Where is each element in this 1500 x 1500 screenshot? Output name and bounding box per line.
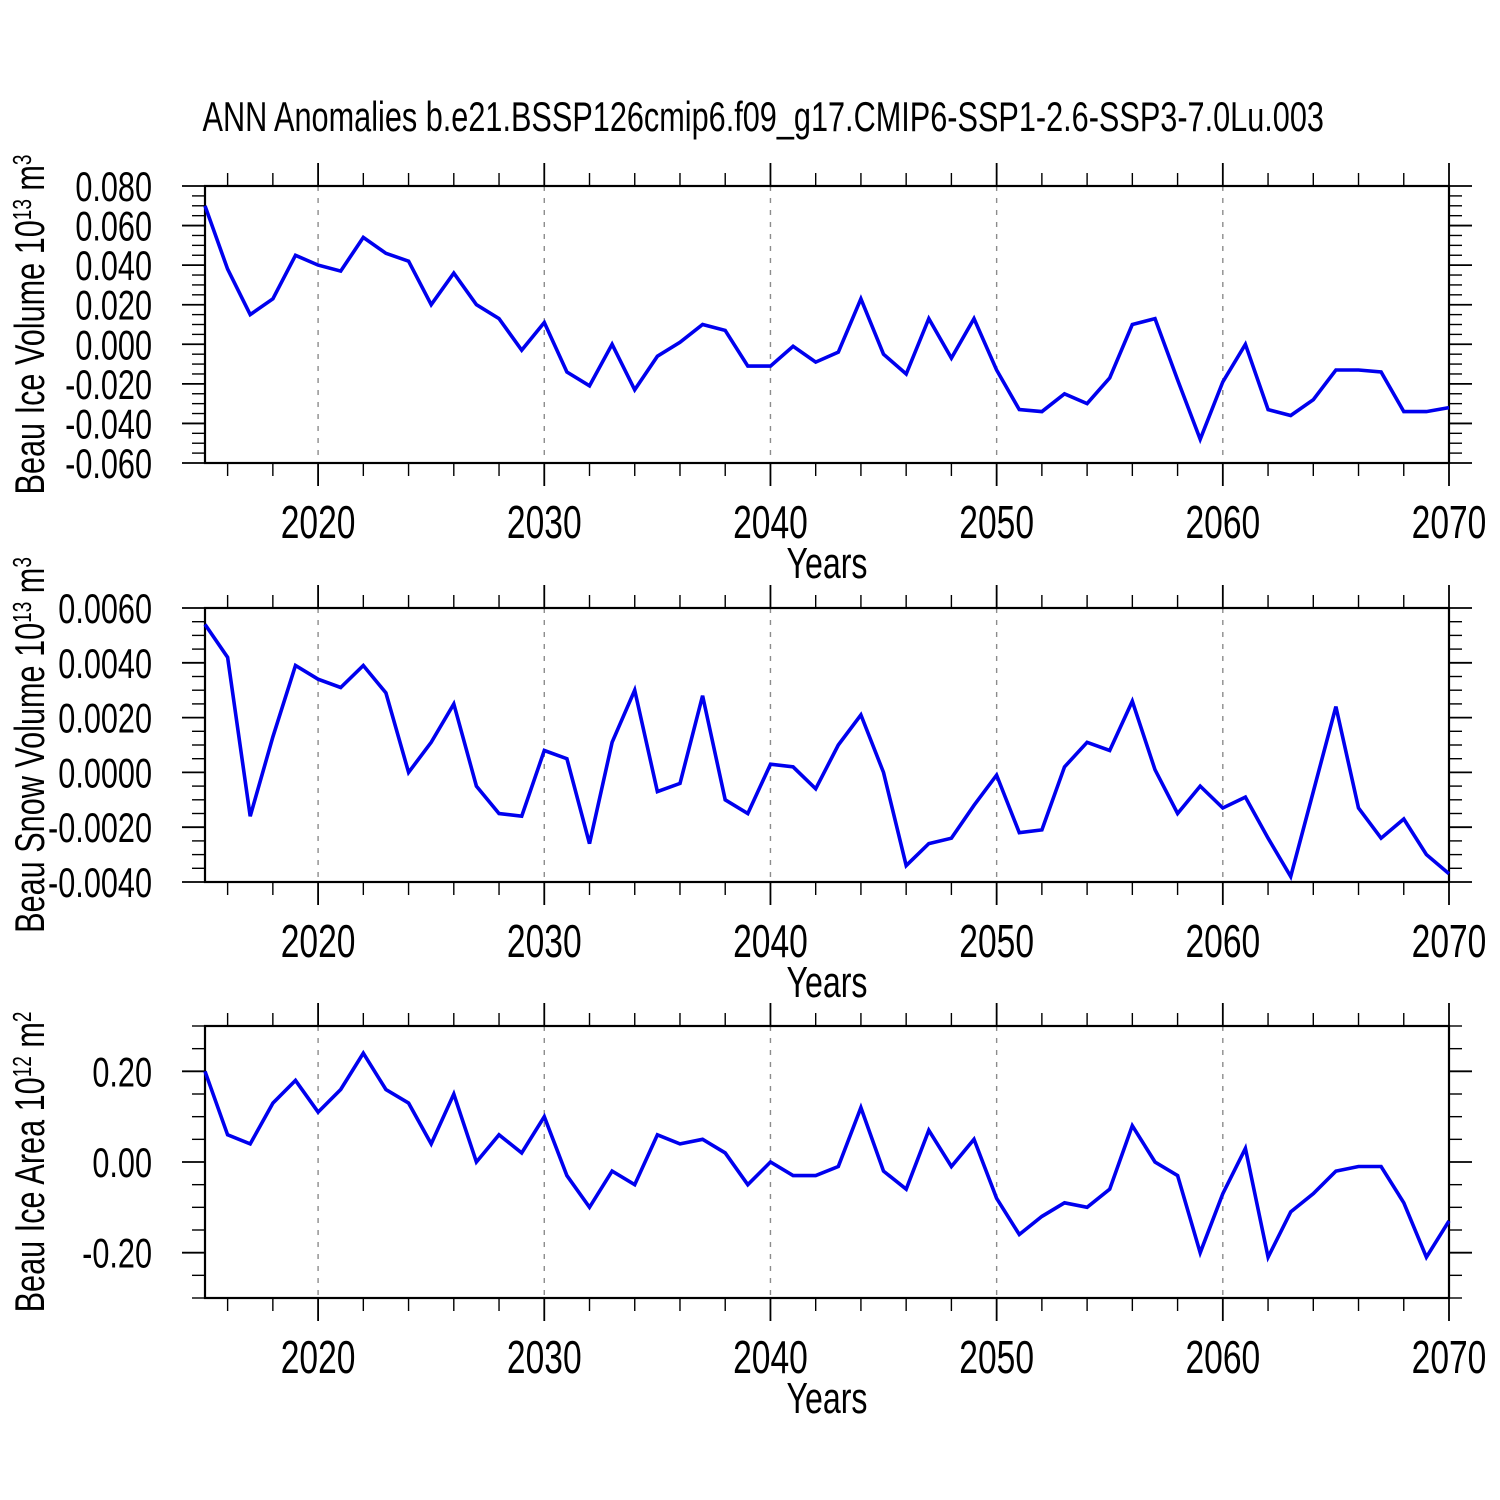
svg-text:0.0040: 0.0040 (58, 640, 152, 687)
svg-text:0.040: 0.040 (75, 242, 152, 289)
y-tick-label: 0.020 (75, 282, 152, 329)
svg-text:0.0060: 0.0060 (58, 585, 152, 632)
y-tick-label: 0.0060 (58, 585, 152, 632)
y-tick-label: -0.0020 (48, 805, 152, 852)
y-tick-label: 0.0040 (58, 640, 152, 687)
svg-text:0.020: 0.020 (75, 282, 152, 329)
plot-frame (203, 1024, 1451, 1300)
svg-text:2050: 2050 (959, 1332, 1034, 1383)
svg-text:2050: 2050 (959, 497, 1034, 548)
svg-text:-0.0040: -0.0040 (48, 859, 152, 906)
x-tick-label: 2050 (959, 916, 1034, 967)
x-tick-label: 2040 (733, 1332, 808, 1383)
svg-text:0.060: 0.060 (75, 203, 152, 250)
y-axis-title: Beau Ice Area 1012 m2 (6, 1012, 53, 1313)
svg-text:-0.0020: -0.0020 (48, 805, 152, 852)
svg-text:Years: Years (787, 958, 868, 1007)
svg-text:2020: 2020 (281, 1332, 356, 1383)
y-tick-label: 0.000 (75, 322, 152, 369)
y-tick-label: 0.060 (75, 203, 152, 250)
y-tick-label: -0.20 (82, 1230, 152, 1277)
svg-text:0.0000: 0.0000 (58, 750, 152, 797)
x-tick-label: 2030 (507, 497, 582, 548)
x-axis-title: Years (787, 1374, 868, 1423)
svg-text:2050: 2050 (959, 916, 1034, 967)
x-axis-title: Years (787, 958, 868, 1007)
y-tick-label: -0.060 (65, 440, 152, 487)
y-axis-title: Beau Ice Volume 1013 m3 (6, 155, 53, 495)
chart-title: ANN Anomalies b.e21.BSSP126cmip6.f09_g17… (202, 93, 1324, 140)
svg-text:2040: 2040 (733, 916, 808, 967)
svg-text:0.080: 0.080 (75, 163, 152, 210)
svg-text:2030: 2030 (507, 1332, 582, 1383)
y-tick-label: 0.20 (92, 1049, 152, 1096)
y-tick-label: 0.00 (92, 1139, 152, 1186)
svg-text:Beau Ice Volume 1013 m3: Beau Ice Volume 1013 m3 (6, 155, 53, 495)
svg-text:Beau Snow Volume 1013 m3: Beau Snow Volume 1013 m3 (6, 557, 53, 933)
x-tick-label: 2050 (959, 497, 1034, 548)
svg-text:-0.20: -0.20 (82, 1230, 152, 1277)
x-tick-label: 2070 (1412, 916, 1487, 967)
x-tick-label: 2020 (281, 1332, 356, 1383)
svg-text:Years: Years (787, 1374, 868, 1423)
svg-text:2070: 2070 (1412, 1332, 1487, 1383)
y-tick-label: 0.080 (75, 163, 152, 210)
x-tick-label: 2060 (1185, 497, 1260, 548)
panel-1: 0.0060 0.0040 0.0020 0.0000 -0.0020 -0.0040 20… (6, 557, 1486, 1007)
plot-frame (203, 184, 1451, 465)
x-tick-label: 2070 (1412, 1332, 1487, 1383)
svg-text:0.0020: 0.0020 (58, 695, 152, 742)
svg-text:2070: 2070 (1412, 916, 1487, 967)
y-tick-label: 0.0000 (58, 750, 152, 797)
y-tick-label: -0.020 (65, 361, 152, 408)
svg-text:0.20: 0.20 (92, 1049, 152, 1096)
svg-text:2030: 2030 (507, 497, 582, 548)
svg-text:2060: 2060 (1185, 916, 1260, 967)
y-tick-label: 0.0020 (58, 695, 152, 742)
svg-text:2060: 2060 (1185, 497, 1260, 548)
svg-text:-0.040: -0.040 (65, 401, 152, 448)
svg-text:Years: Years (787, 539, 868, 588)
panel-2: 0.20 0.00 -0.20 2020 2030 2040 2050 2060 2070 Yea… (6, 1003, 1486, 1423)
data-line-1 (203, 623, 1451, 882)
y-tick-label: -0.0040 (48, 859, 152, 906)
svg-text:-0.060: -0.060 (65, 440, 152, 487)
svg-text:2040: 2040 (733, 1332, 808, 1383)
svg-text:-0.020: -0.020 (65, 361, 152, 408)
x-axis-title: Years (787, 539, 868, 588)
plot-frame (203, 606, 1451, 884)
svg-text:0.000: 0.000 (75, 322, 152, 369)
panel-0: 0.0800.0600.0400.0200.000-0.020-0.040-0.… (6, 155, 1486, 589)
x-tick-label: 2020 (281, 497, 356, 548)
y-axis-title: Beau Snow Volume 1013 m3 (6, 557, 53, 933)
x-tick-label: 2040 (733, 916, 808, 967)
svg-text:2020: 2020 (281, 916, 356, 967)
svg-text:2020: 2020 (281, 497, 356, 548)
svg-text:2040: 2040 (733, 497, 808, 548)
x-tick-label: 2030 (507, 916, 582, 967)
svg-text:Beau Ice Area 1012 m2: Beau Ice Area 1012 m2 (6, 1012, 53, 1313)
y-tick-label: 0.040 (75, 242, 152, 289)
x-tick-label: 2020 (281, 916, 356, 967)
x-tick-label: 2030 (507, 1332, 582, 1383)
data-line-0 (203, 205, 1450, 445)
x-tick-label: 2040 (733, 497, 808, 548)
data-line-2 (203, 1049, 1451, 1263)
svg-text:2060: 2060 (1185, 1332, 1260, 1383)
y-tick-label: -0.040 (65, 401, 152, 448)
svg-text:0.00: 0.00 (92, 1139, 152, 1186)
svg-text:2070: 2070 (1412, 497, 1487, 548)
x-tick-label: 2060 (1185, 1332, 1260, 1383)
x-tick-label: 2050 (959, 1332, 1034, 1383)
x-tick-label: 2060 (1185, 916, 1260, 967)
svg-text:2030: 2030 (507, 916, 582, 967)
x-tick-label: 2070 (1412, 497, 1487, 548)
